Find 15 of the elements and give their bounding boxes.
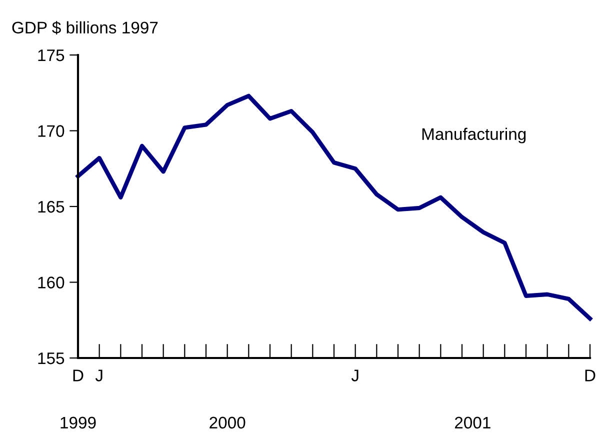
y-tick-label: 155 <box>38 352 64 364</box>
y-axis-title: GDP $ billions 1997 <box>12 21 158 35</box>
x-tick-label: J <box>351 370 358 382</box>
text: 2000 <box>210 416 246 429</box>
text: Manufacturing <box>422 128 526 144</box>
line-series <box>76 94 592 321</box>
y-tick-label: 175 <box>38 50 64 62</box>
y-tick-label: 165 <box>38 200 64 213</box>
text: 2001 <box>454 416 490 429</box>
x-tick-label: D <box>73 370 84 382</box>
x-tick-label: D <box>585 370 596 382</box>
y-tick-label: 160 <box>38 276 64 288</box>
y-tick-label: 170 <box>38 125 64 137</box>
text: 1999 <box>60 416 96 429</box>
x-tick-label: J <box>95 370 102 382</box>
